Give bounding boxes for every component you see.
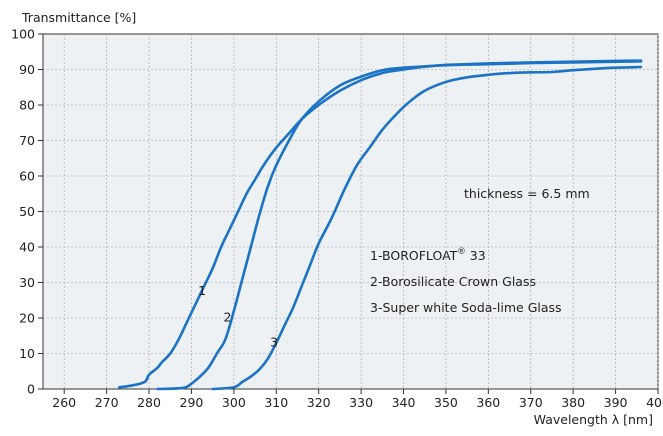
x-tick-label: 290 xyxy=(180,395,204,410)
x-tick-label: 340 xyxy=(392,395,416,410)
x-tick-label: 350 xyxy=(434,395,458,410)
legend-item-3: 3-Super white Soda-lime Glass xyxy=(370,300,562,315)
legend-item-2: 2-Borosilicate Crown Glass xyxy=(370,274,536,289)
legend-1-suffix: 33 xyxy=(466,248,486,263)
y-tick-label: 70 xyxy=(19,133,35,148)
series-lines: 1 2 3 xyxy=(118,59,643,391)
legend-1-registered: ® xyxy=(457,247,466,257)
x-tick-label: 310 xyxy=(264,395,288,410)
y-tick-label: 100 xyxy=(11,27,35,42)
series-number-label-3: 3 xyxy=(270,334,278,349)
legend-item-1: 1-BOROFLOAT® 33 xyxy=(370,247,486,263)
x-axis-label: Wavelength λ [nm] xyxy=(534,412,653,427)
series-line-3 xyxy=(211,65,643,391)
y-tick-label: 60 xyxy=(19,169,35,184)
y-tick-label: 0 xyxy=(27,382,35,397)
grid xyxy=(43,34,659,389)
y-tick-label: 30 xyxy=(19,275,35,290)
y-tick-label: 50 xyxy=(19,204,35,219)
x-tick-label: 370 xyxy=(519,395,543,410)
y-tick-label: 90 xyxy=(19,62,35,77)
x-tick-label: 330 xyxy=(349,395,373,410)
series-line-2 xyxy=(156,60,643,391)
x-tick-label: 260 xyxy=(52,395,76,410)
series-number-label-1: 1 xyxy=(198,283,206,298)
x-tick-label: 320 xyxy=(307,395,331,410)
legend-1-prefix: 1-BOROFLOAT xyxy=(370,248,458,263)
x-tick-label: 390 xyxy=(604,395,628,410)
axis-ticks: 260 270 280 290 300 310 320 330 340 350 360 370 380 3… xyxy=(11,27,663,411)
x-tick-label: 360 xyxy=(476,395,500,410)
y-axis-label: Transmittance [%] xyxy=(21,10,136,25)
x-tick-label: 270 xyxy=(95,395,119,410)
x-tick-label: 380 xyxy=(561,395,585,410)
y-tick-label: 20 xyxy=(19,311,35,326)
thickness-annotation: thickness = 6.5 mm xyxy=(464,186,590,201)
x-tick-label: 300 xyxy=(222,395,246,410)
y-tick-label: 10 xyxy=(19,346,35,361)
x-tick-label: 280 xyxy=(137,395,161,410)
y-tick-label: 80 xyxy=(19,98,35,113)
y-tick-label: 40 xyxy=(19,240,35,255)
series-number-label-2: 2 xyxy=(224,310,232,325)
x-tick-label: 400 xyxy=(646,395,663,410)
